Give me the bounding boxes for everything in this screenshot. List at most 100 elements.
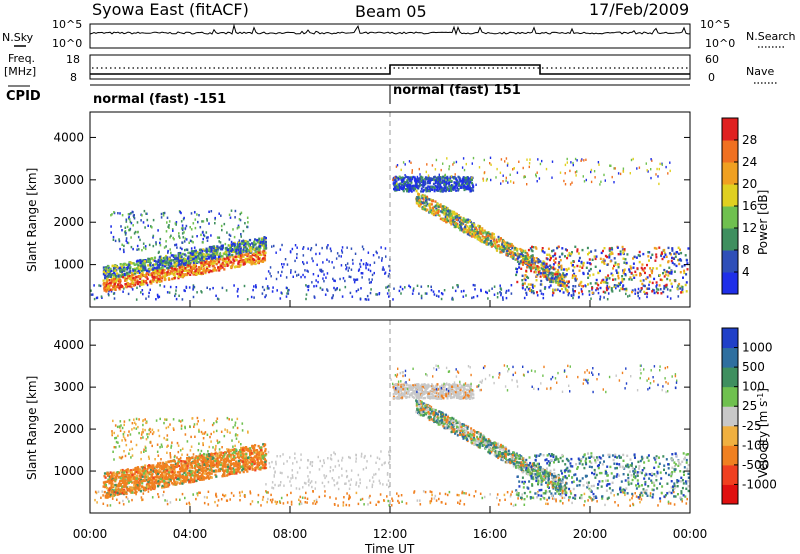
echo-cell bbox=[471, 224, 474, 228]
echo-cell bbox=[315, 252, 317, 256]
echo-cell bbox=[539, 289, 542, 292]
echo-cell bbox=[163, 211, 166, 215]
echo-cell bbox=[196, 235, 198, 238]
echo-cell bbox=[451, 220, 454, 223]
echo-cell bbox=[478, 227, 481, 230]
echo-cell bbox=[588, 290, 591, 293]
echo-cell bbox=[409, 185, 412, 188]
echo-cell bbox=[639, 501, 641, 504]
echo-cell bbox=[156, 266, 159, 269]
echo-cell bbox=[216, 456, 219, 459]
echo-cell bbox=[524, 249, 527, 253]
echo-cell bbox=[496, 246, 499, 249]
echo-cell bbox=[428, 198, 431, 201]
echo-cell bbox=[426, 202, 429, 206]
echo-cell bbox=[355, 278, 358, 281]
echo-cell bbox=[470, 235, 473, 238]
echo-cell bbox=[476, 230, 479, 233]
echo-cell bbox=[580, 290, 583, 293]
echo-cell bbox=[175, 221, 178, 224]
echo-cell bbox=[408, 179, 411, 183]
echo-cell bbox=[648, 274, 651, 277]
echo-cell bbox=[520, 249, 523, 252]
echo-cell bbox=[122, 290, 124, 293]
echo-cell bbox=[624, 273, 627, 276]
echo-cell bbox=[198, 214, 200, 217]
echo-cell bbox=[434, 213, 437, 217]
echo-cell bbox=[524, 258, 527, 261]
echo-cell bbox=[463, 289, 465, 293]
echo-cell bbox=[242, 229, 245, 233]
echo-cell bbox=[194, 211, 196, 214]
echo-cell bbox=[147, 264, 150, 267]
echo-cell bbox=[319, 269, 322, 272]
echo-cell bbox=[449, 214, 452, 217]
echo-cell bbox=[312, 490, 314, 493]
echo-cell bbox=[252, 252, 256, 255]
echo-cell bbox=[401, 180, 404, 184]
echo-cell bbox=[313, 499, 316, 503]
echo-cell bbox=[461, 166, 464, 169]
echo-cell bbox=[205, 248, 208, 252]
echo-cell bbox=[559, 284, 562, 287]
echo-cell bbox=[541, 247, 544, 250]
echo-cell bbox=[670, 270, 673, 273]
echo-cell bbox=[449, 216, 452, 219]
echo-cell bbox=[119, 263, 122, 266]
echo-cell bbox=[675, 264, 678, 268]
echo-cell bbox=[439, 177, 442, 181]
echo-cell bbox=[607, 292, 610, 295]
echo-cell bbox=[545, 268, 548, 271]
echo-cell bbox=[213, 268, 216, 271]
echo-cell bbox=[125, 271, 128, 274]
echo-cell bbox=[123, 266, 126, 269]
echo-cell bbox=[155, 279, 158, 282]
echo-cell bbox=[676, 287, 679, 291]
echo-cell bbox=[645, 162, 647, 165]
echo-cell bbox=[664, 253, 667, 256]
echo-cell bbox=[146, 260, 149, 263]
echo-cell bbox=[119, 212, 121, 215]
echo-cell bbox=[386, 285, 389, 289]
echo-cell bbox=[250, 258, 253, 262]
echo-cell bbox=[673, 252, 676, 255]
echo-cell bbox=[671, 261, 674, 265]
echo-cell bbox=[252, 288, 254, 292]
echo-cell bbox=[623, 288, 626, 291]
echo-cell bbox=[207, 236, 209, 239]
echo-cell bbox=[500, 158, 503, 161]
echo-cell bbox=[468, 182, 471, 186]
echo-cell bbox=[578, 269, 581, 272]
echo-cell bbox=[107, 292, 110, 296]
echo-cell bbox=[239, 499, 241, 502]
echo-cell bbox=[434, 200, 437, 203]
echo-cell bbox=[631, 494, 634, 497]
echo-cell bbox=[228, 238, 231, 241]
echo-cell bbox=[157, 296, 160, 299]
echo-cell bbox=[161, 271, 164, 274]
echo-cell bbox=[637, 291, 639, 295]
echo-cell bbox=[572, 269, 575, 272]
echo-cell bbox=[569, 254, 572, 257]
echo-cell bbox=[240, 257, 243, 260]
echo-cell bbox=[136, 271, 139, 274]
echo-cell bbox=[412, 184, 414, 188]
echo-cell bbox=[417, 196, 420, 199]
echo-cell bbox=[608, 247, 611, 250]
echo-cell bbox=[137, 270, 140, 273]
echo-cell bbox=[168, 261, 171, 264]
echo-cell bbox=[462, 177, 465, 180]
echo-cell bbox=[467, 180, 470, 183]
echo-cell bbox=[188, 501, 190, 505]
echo-cell bbox=[496, 296, 499, 299]
echo-cell bbox=[216, 236, 219, 239]
echo-cell bbox=[264, 243, 267, 246]
echo-cell bbox=[435, 207, 438, 210]
echo-cell bbox=[164, 261, 168, 265]
echo-cell bbox=[179, 466, 182, 469]
echo-cell bbox=[230, 240, 233, 244]
echo-cell bbox=[422, 183, 425, 186]
echo-cell bbox=[226, 248, 229, 251]
echo-cell bbox=[661, 257, 664, 261]
echo-cell bbox=[346, 246, 348, 249]
